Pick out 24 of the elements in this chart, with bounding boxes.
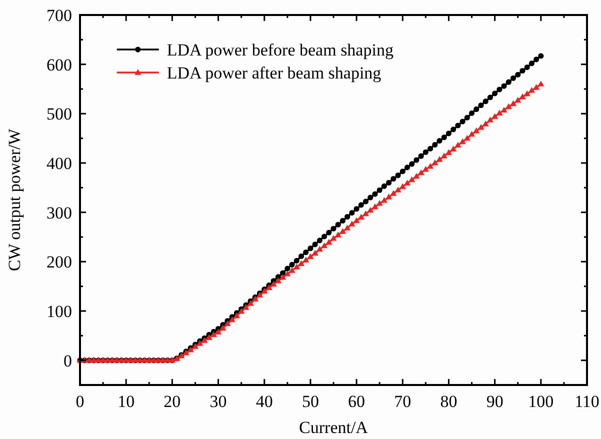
y-tick-label: 100: [46, 302, 72, 321]
x-tick-label: 60: [348, 392, 366, 411]
y-tick-label: 500: [46, 104, 72, 124]
x-axis-title: Current/A: [299, 418, 369, 437]
y-axis-title: CW output power/W: [5, 128, 24, 272]
x-tick-label: 0: [76, 392, 84, 411]
x-tick-label: 20: [164, 392, 181, 411]
x-tick-label: 90: [486, 392, 504, 411]
x-tick-label: 70: [394, 392, 412, 411]
legend-label: LDA power before beam shaping: [166, 40, 394, 60]
x-tick-label: 100: [528, 392, 554, 411]
x-tick-label: 110: [574, 392, 600, 411]
y-tick-label: 400: [46, 154, 72, 173]
y-tick-label: 200: [46, 252, 72, 272]
x-tick-label: 10: [118, 392, 135, 411]
legend-label: LDA power after beam shaping: [166, 64, 382, 83]
y-tick-label: 300: [46, 203, 72, 222]
y-tick-label: 0: [64, 351, 72, 370]
x-tick-label: 80: [440, 392, 458, 411]
x-tick-label: 50: [302, 392, 319, 411]
x-tick-label: 30: [210, 392, 227, 411]
x-tick-label: 40: [256, 392, 273, 411]
y-tick-label: 700: [46, 6, 72, 25]
y-tick-label: 600: [46, 55, 72, 74]
